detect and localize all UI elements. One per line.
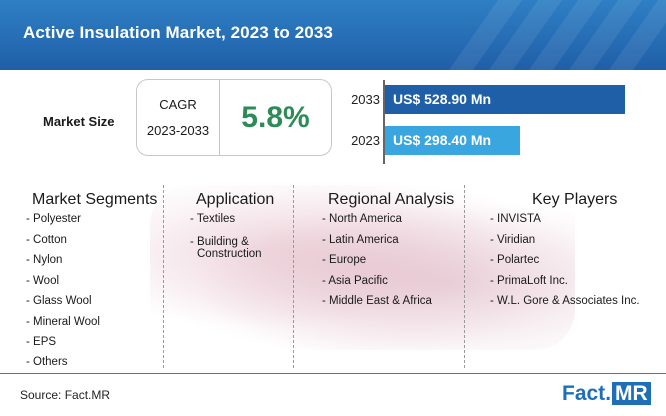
market-segments-heading: Market Segments <box>32 191 158 208</box>
key-player-item: - PrimaLoft Inc. <box>490 275 568 287</box>
logo-fact-text: Fact <box>562 382 606 405</box>
market-segment-item: - Polyester <box>26 213 81 225</box>
application-heading: Application <box>196 191 275 208</box>
regional-analysis-heading: Regional Analysis <box>328 191 455 208</box>
bar-year-label: 2033 <box>351 92 380 107</box>
key-players-heading: Key Players <box>532 191 618 208</box>
cagr-label: CAGR <box>159 97 197 112</box>
insulation-texture-image <box>150 185 575 350</box>
key-player-item: - Viridian <box>490 234 536 246</box>
cagr-value: 5.8% <box>241 101 310 134</box>
factmr-logo: Fact. MR <box>556 380 657 408</box>
application-item: - Textiles <box>190 213 236 225</box>
region-item: - Asia Pacific <box>322 275 388 287</box>
cagr-box: CAGR 2023-2033 5.8% <box>136 79 332 156</box>
market-segment-item: - EPS <box>26 336 57 348</box>
market-segment-item: - Cotton <box>26 234 67 246</box>
column-divider <box>293 185 294 368</box>
application-item: - Building & <box>190 236 249 248</box>
region-item: - Middle East & Africa <box>322 295 432 307</box>
column-divider <box>163 185 164 368</box>
key-player-item: - W.L. Gore & Associates Inc. <box>490 295 640 307</box>
region-item: - Latin America <box>322 234 399 246</box>
region-item: - North America <box>322 213 402 225</box>
market-size-label: Market Size <box>43 114 115 129</box>
page-title: Active Insulation Market, 2023 to 2033 <box>23 23 333 42</box>
market-segment-item: - Others <box>26 356 68 368</box>
cagr-divider <box>219 80 220 155</box>
bar-year-label: 2023 <box>351 133 380 148</box>
source-text: Source: Fact.MR <box>20 388 111 402</box>
market-segment-item: - Wool <box>26 275 60 287</box>
market-segment-item: - Nylon <box>26 254 63 266</box>
footer-divider <box>0 373 666 374</box>
bar-2023: US$ 298.40 Mn <box>385 126 520 155</box>
header-banner: Active Insulation Market, 2023 to 2033 <box>0 0 666 70</box>
region-item: - Europe <box>322 254 367 266</box>
key-player-item: - INVISTA <box>490 213 541 225</box>
bar-2033: US$ 528.90 Mn <box>385 85 625 114</box>
bar-axis <box>383 80 385 164</box>
logo-dot-text: . <box>605 382 612 405</box>
cagr-period: 2023-2033 <box>146 123 210 138</box>
application-item: Construction <box>197 248 262 260</box>
logo-mr-text: MR <box>612 382 651 405</box>
market-segment-item: - Mineral Wool <box>26 316 100 328</box>
market-segment-item: - Glass Wool <box>26 295 92 307</box>
column-divider <box>464 185 465 368</box>
key-player-item: - Polartec <box>490 254 540 266</box>
